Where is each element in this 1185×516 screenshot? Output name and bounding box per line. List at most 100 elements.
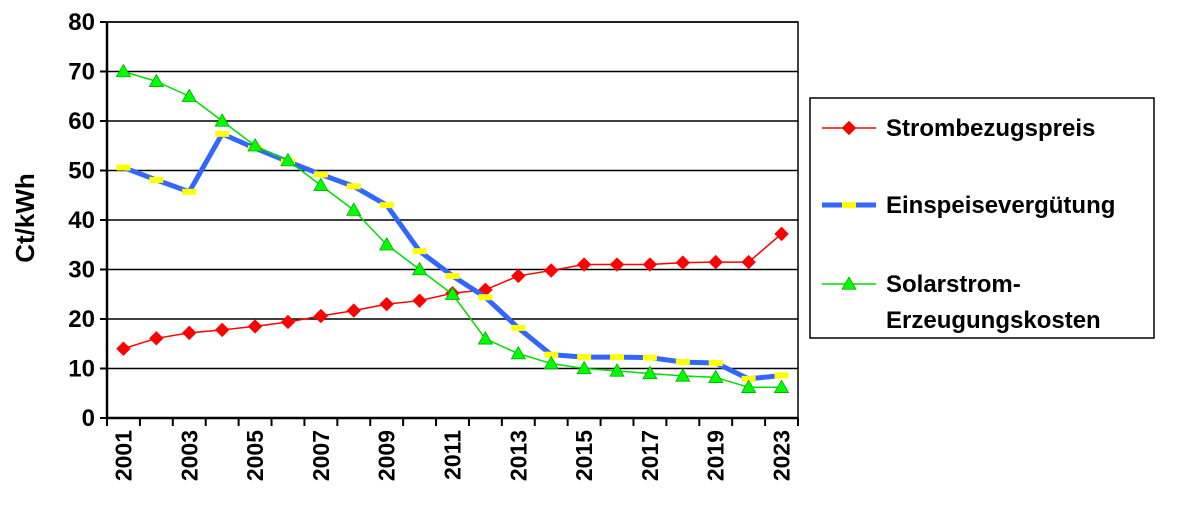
series-3 — [115, 63, 790, 393]
data-point — [511, 268, 526, 284]
legend-item: Einspeisevergütung — [822, 192, 1115, 219]
data-point — [445, 272, 460, 279]
data-point — [543, 355, 559, 370]
x-tick-label: 2015 — [571, 430, 597, 481]
legend-label: Strombezugspreis — [886, 115, 1095, 142]
data-point — [511, 324, 526, 331]
x-tick-label: 2007 — [308, 430, 334, 481]
y-tick-label: 80 — [68, 9, 95, 36]
data-point — [544, 263, 559, 278]
x-tick-label: 2017 — [637, 430, 663, 481]
data-point — [708, 360, 723, 367]
legend-label: Einspeisevergütung — [886, 192, 1115, 219]
data-point — [577, 354, 592, 361]
data-point — [444, 286, 461, 300]
data-point — [576, 257, 592, 272]
data-point — [642, 365, 658, 380]
data-point — [510, 345, 526, 360]
data-point — [774, 226, 789, 242]
x-tick-label: 2001 — [110, 430, 136, 481]
data-point — [411, 261, 428, 276]
data-point — [609, 257, 625, 272]
y-tick-label: 30 — [68, 257, 95, 284]
y-tick-label: 50 — [68, 158, 95, 185]
legend-marker — [842, 202, 856, 208]
data-point — [412, 293, 427, 308]
data-point — [379, 202, 394, 209]
y-tick-label: 0 — [82, 405, 95, 432]
legend-item: Solarstrom- Erzeugungskosten — [822, 271, 1101, 334]
x-tick-label: 2009 — [374, 430, 400, 481]
data-point — [346, 202, 362, 216]
data-point — [116, 164, 131, 171]
axes — [100, 21, 799, 426]
data-point — [675, 359, 690, 366]
x-tick-label: 2005 — [242, 430, 268, 481]
legend-box — [809, 97, 1155, 339]
data-point — [412, 248, 427, 255]
y-tick-label: 40 — [68, 207, 95, 234]
data-point — [182, 325, 197, 341]
y-tick-label: 60 — [68, 108, 95, 135]
y-tick-label: 70 — [68, 59, 95, 86]
data-point — [214, 113, 230, 127]
data-point — [708, 254, 723, 270]
data-point — [740, 379, 757, 393]
legend-item: Strombezugspreis — [822, 115, 1095, 142]
data-point — [148, 73, 165, 88]
data-point — [247, 319, 263, 334]
x-tick-labels: 2001 2003 2005 2007 2009 2011 2013 2015 2017 2019… — [110, 430, 794, 481]
data-point — [115, 63, 132, 78]
x-tick-label: 2019 — [703, 430, 729, 481]
data-point — [478, 294, 493, 301]
data-point — [149, 331, 164, 346]
data-point — [544, 351, 559, 358]
data-point — [346, 303, 361, 318]
data-point — [313, 171, 328, 178]
data-point — [774, 372, 789, 379]
grid-lines — [107, 21, 798, 370]
x-tick-label: 2013 — [505, 430, 531, 481]
data-point — [708, 369, 724, 384]
y-axis-label: Ct/kWh — [10, 173, 40, 263]
legend-marker — [841, 120, 857, 136]
data-point — [675, 255, 691, 270]
data-point — [149, 176, 164, 183]
data-point — [214, 322, 230, 338]
legend: Strombezugspreis Einspeisevergütung Solars… — [809, 97, 1155, 339]
data-point — [642, 354, 657, 361]
data-point — [379, 236, 395, 251]
data-point — [576, 360, 592, 375]
x-tick-label: 2023 — [769, 430, 795, 481]
data-point — [280, 314, 296, 330]
data-point — [477, 330, 494, 345]
data-point — [247, 137, 263, 152]
legend-label: Solarstrom- — [886, 271, 1021, 298]
legend-marker — [841, 276, 857, 290]
series-2 — [116, 130, 789, 382]
data-point — [609, 363, 625, 377]
data-point — [313, 177, 329, 192]
data-point — [610, 354, 625, 361]
y-tick-label: 10 — [68, 356, 95, 383]
series-group — [115, 63, 790, 393]
data-point — [642, 257, 658, 272]
x-tick-label: 2003 — [176, 430, 202, 481]
legend-label: Erzeugungskosten — [886, 307, 1101, 334]
data-point — [741, 254, 756, 270]
data-point — [280, 152, 296, 167]
data-point — [773, 379, 790, 393]
y-tick-labels: 0 10 20 30 40 50 60 70 80 — [68, 9, 95, 432]
data-point — [313, 308, 329, 324]
data-point — [181, 88, 197, 102]
data-point — [116, 341, 131, 356]
data-point — [182, 188, 197, 195]
x-tick-label: 2011 — [440, 430, 466, 480]
data-point — [215, 130, 230, 137]
y-tick-label: 20 — [68, 306, 95, 333]
data-point — [675, 368, 691, 382]
data-point — [741, 375, 756, 382]
data-point — [379, 296, 394, 312]
data-point — [346, 183, 361, 190]
